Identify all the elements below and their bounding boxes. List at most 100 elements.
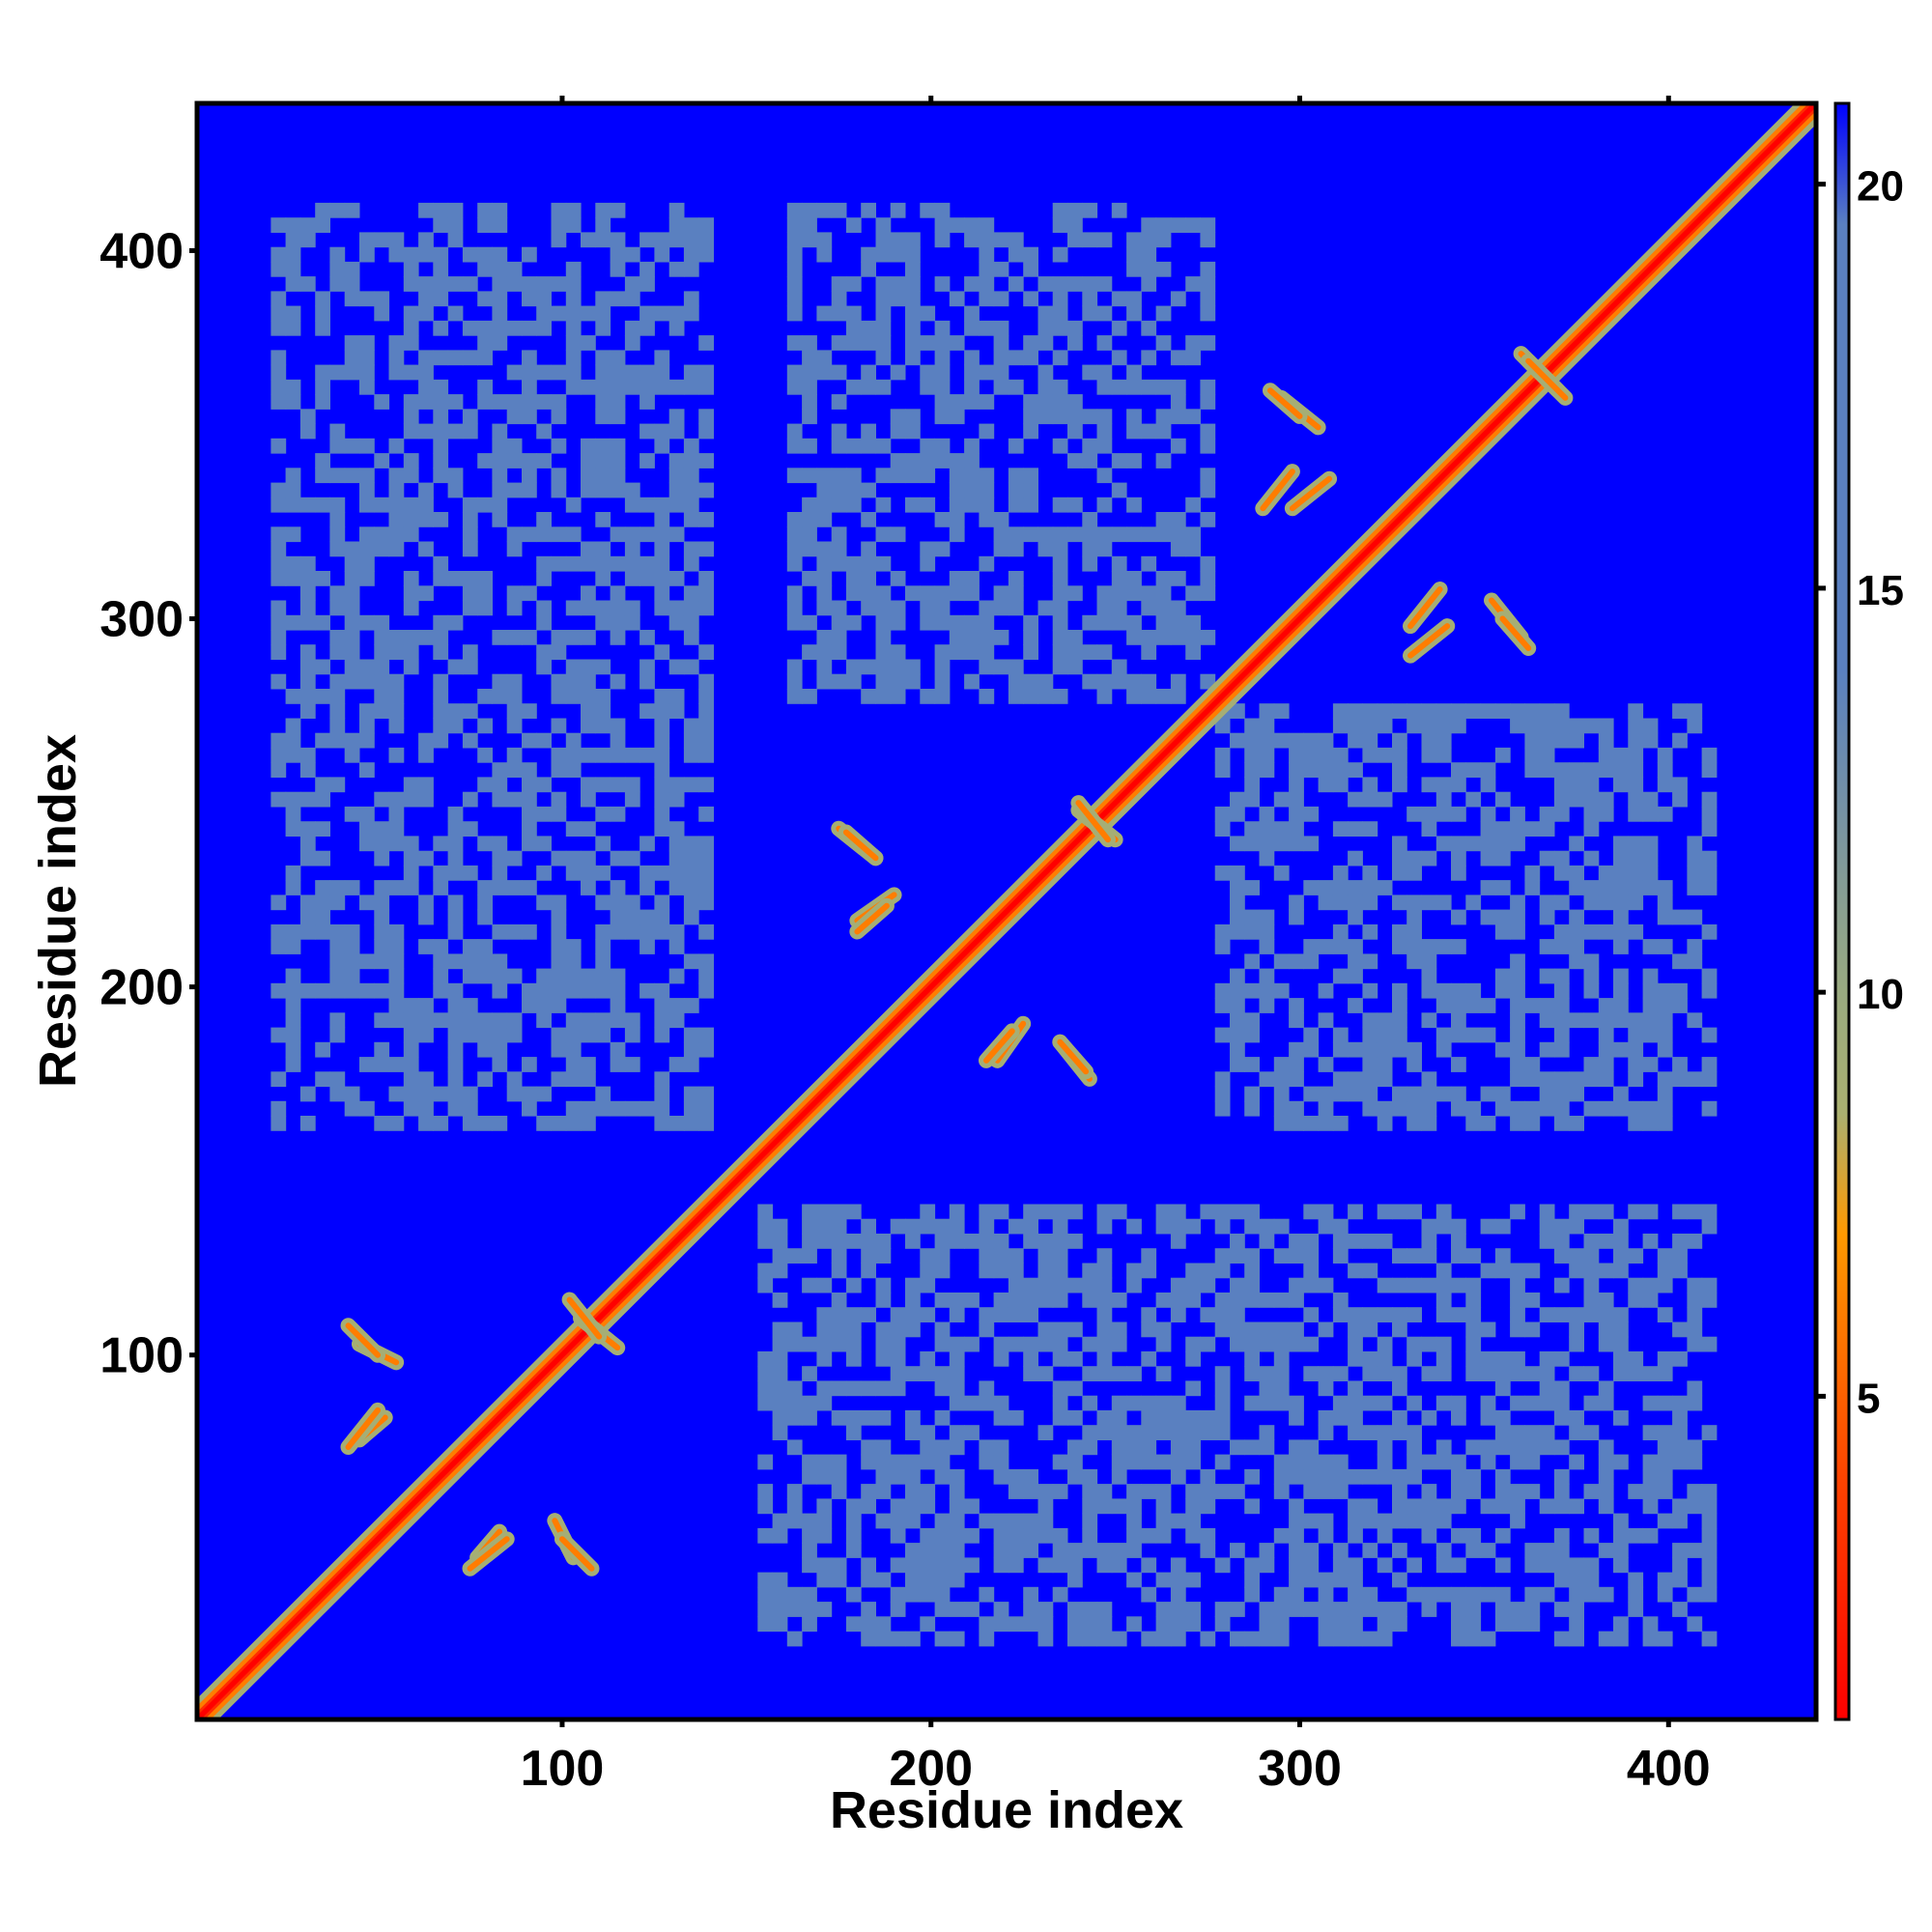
heatmap-cell [299, 217, 316, 233]
heatmap-cell [668, 836, 685, 852]
heatmap-cell [1583, 953, 1600, 970]
heatmap-cell [285, 865, 301, 881]
heatmap-cell [610, 850, 626, 867]
heatmap-cell [1524, 1100, 1541, 1117]
heatmap-cell [610, 482, 626, 498]
heatmap-cell [890, 1307, 906, 1322]
heatmap-cell [1362, 1321, 1378, 1338]
heatmap-cell [1273, 1468, 1290, 1485]
heatmap-cell [654, 777, 670, 793]
heatmap-cell [1657, 1248, 1673, 1264]
heatmap-cell [581, 850, 596, 867]
heatmap-cell [1111, 1439, 1127, 1456]
heatmap-cell [654, 379, 670, 395]
heatmap-cell [610, 246, 626, 263]
heatmap-cell [610, 895, 626, 911]
heatmap-cell [565, 1057, 582, 1072]
heatmap-cell [595, 409, 611, 425]
heatmap-cell [374, 836, 390, 852]
heatmap-cell [1435, 1336, 1452, 1352]
heatmap-cell [964, 673, 980, 690]
heatmap-cell [1598, 865, 1614, 881]
heatmap-cell [1052, 1234, 1068, 1249]
heatmap-cell [683, 659, 699, 675]
heatmap-cell [1318, 895, 1334, 911]
heatmap-cell [905, 1498, 921, 1515]
heatmap-cell [551, 762, 567, 778]
heatmap-cell [654, 1012, 670, 1029]
heatmap-cell [1185, 1484, 1201, 1499]
heatmap-cell [285, 718, 301, 734]
heatmap-cell [993, 1602, 1009, 1617]
heatmap-cell [1126, 1439, 1142, 1456]
heatmap-cell [1451, 1484, 1466, 1499]
heatmap-cell [1214, 1484, 1231, 1499]
heatmap-cell [654, 512, 670, 527]
heatmap-cell [1067, 1468, 1083, 1485]
heatmap-cell [1583, 895, 1600, 911]
heatmap-cell [1377, 1527, 1393, 1544]
heatmap-cell [1524, 1293, 1541, 1308]
heatmap-cell [816, 468, 833, 484]
heatmap-cell [1185, 1409, 1201, 1426]
heatmap-cell [1230, 895, 1245, 911]
heatmap-cell [920, 1248, 936, 1264]
heatmap-cell [979, 1218, 995, 1235]
heatmap-cell [374, 673, 390, 690]
heatmap-cell [683, 909, 699, 925]
heatmap-cell [1642, 1468, 1659, 1485]
heatmap-cell [1642, 1204, 1659, 1220]
heatmap-cell [1067, 1631, 1083, 1647]
heatmap-cell [1185, 1439, 1201, 1456]
y-tick-label: 400 [99, 223, 184, 279]
heatmap-cell [934, 1513, 951, 1529]
heatmap-cell [359, 895, 375, 911]
heatmap-cell [1628, 1057, 1644, 1072]
heatmap-cell [905, 423, 921, 440]
heatmap-cell [1494, 1041, 1511, 1058]
heatmap-cell [1494, 1380, 1511, 1397]
heatmap-cell [344, 364, 360, 381]
heatmap-cell [875, 232, 892, 248]
heatmap-cell [1583, 1234, 1600, 1249]
heatmap-cell [492, 1116, 508, 1131]
heatmap-cell [1377, 1513, 1393, 1529]
heatmap-cell [949, 1498, 965, 1515]
heatmap-cell [1642, 1293, 1659, 1308]
heatmap-cell [1155, 1409, 1172, 1426]
heatmap-cell [1613, 747, 1629, 763]
heatmap-cell [418, 512, 434, 527]
heatmap-cell [403, 512, 419, 527]
heatmap-cell [492, 453, 508, 469]
heatmap-cell [1170, 409, 1186, 425]
heatmap-cell [1126, 261, 1142, 277]
heatmap-cell [1628, 806, 1644, 822]
heatmap-cell [1170, 1395, 1186, 1411]
heatmap-cell [1642, 806, 1659, 822]
heatmap-cell [462, 541, 478, 557]
heatmap-cell [802, 1409, 817, 1426]
heatmap-cell [1023, 1484, 1038, 1499]
heatmap-cell [757, 1366, 774, 1381]
heatmap-cell [993, 1248, 1009, 1264]
heatmap-cell [1008, 1248, 1024, 1264]
heatmap-cell [1303, 1572, 1320, 1588]
heatmap-cell [845, 1527, 862, 1544]
heatmap-cell [979, 1439, 995, 1456]
heatmap-cell [1701, 1586, 1718, 1603]
heatmap-cell [757, 1204, 774, 1220]
heatmap-cell [1553, 1218, 1570, 1235]
heatmap-cell [934, 1439, 951, 1456]
heatmap-cell [1303, 1234, 1320, 1249]
heatmap-cell [506, 1012, 523, 1029]
heatmap-cell [1687, 1484, 1703, 1499]
heatmap-cell [1096, 1409, 1113, 1426]
heatmap-cell [1273, 821, 1290, 837]
heatmap-cell [861, 512, 876, 527]
heatmap-cell [1628, 791, 1644, 808]
heatmap-cell [802, 1513, 817, 1529]
heatmap-cell [1259, 982, 1275, 999]
heatmap-cell [595, 865, 611, 881]
heatmap-cell [964, 394, 980, 410]
heatmap-cell [1687, 1543, 1703, 1558]
